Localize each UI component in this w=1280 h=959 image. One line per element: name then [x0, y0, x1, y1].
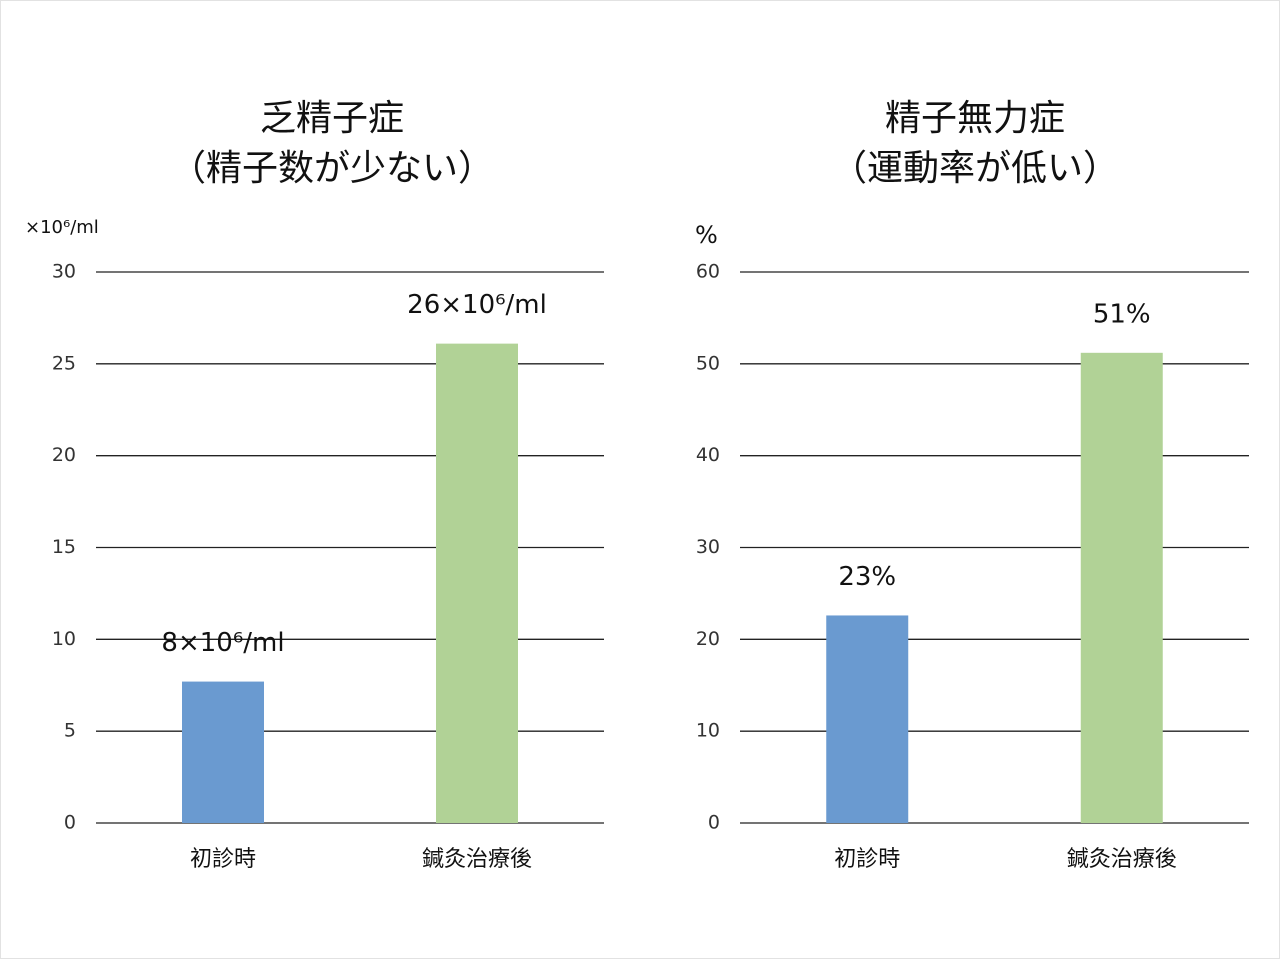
y-tick-label: 0	[708, 812, 720, 834]
value-label: 26×10⁶/ml	[407, 290, 547, 320]
y-tick-label: 25	[52, 352, 76, 374]
y-tick-label: 5	[64, 720, 76, 742]
y-axis-unit: ×10⁶/ml	[25, 217, 99, 238]
y-tick-label: 60	[696, 261, 720, 283]
y-tick-label: 20	[52, 444, 76, 466]
y-tick-label: 30	[52, 261, 76, 283]
chart-title: 乏精子症	[260, 98, 404, 139]
bar	[1080, 352, 1163, 823]
x-tick-label: 鍼灸治療後	[1067, 847, 1177, 872]
y-tick-label: 0	[64, 812, 76, 834]
y-tick-label: 10	[52, 628, 76, 650]
y-tick-label: 30	[696, 536, 720, 558]
chart-subtitle: （精子数が少ない）	[170, 148, 494, 189]
y-tick-label: 40	[696, 444, 720, 466]
value-label: 23%	[838, 562, 896, 592]
value-label: 8×10⁶/ml	[161, 628, 284, 658]
bar	[436, 343, 518, 823]
y-tick-label: 20	[696, 628, 720, 650]
chart-title: 精子無力症	[885, 98, 1065, 139]
y-tick-label: 10	[696, 720, 720, 742]
x-tick-label: 初診時	[190, 847, 256, 872]
value-label: 51%	[1093, 299, 1151, 329]
x-tick-label: 鍼灸治療後	[422, 847, 532, 872]
chart-subtitle: （運動率が低い）	[831, 148, 1119, 189]
x-tick-label: 初診時	[834, 847, 900, 872]
y-tick-label: 50	[696, 352, 720, 374]
bar	[182, 681, 264, 823]
y-axis-unit: %	[695, 221, 718, 249]
y-tick-label: 15	[52, 536, 76, 558]
bar	[826, 615, 909, 823]
